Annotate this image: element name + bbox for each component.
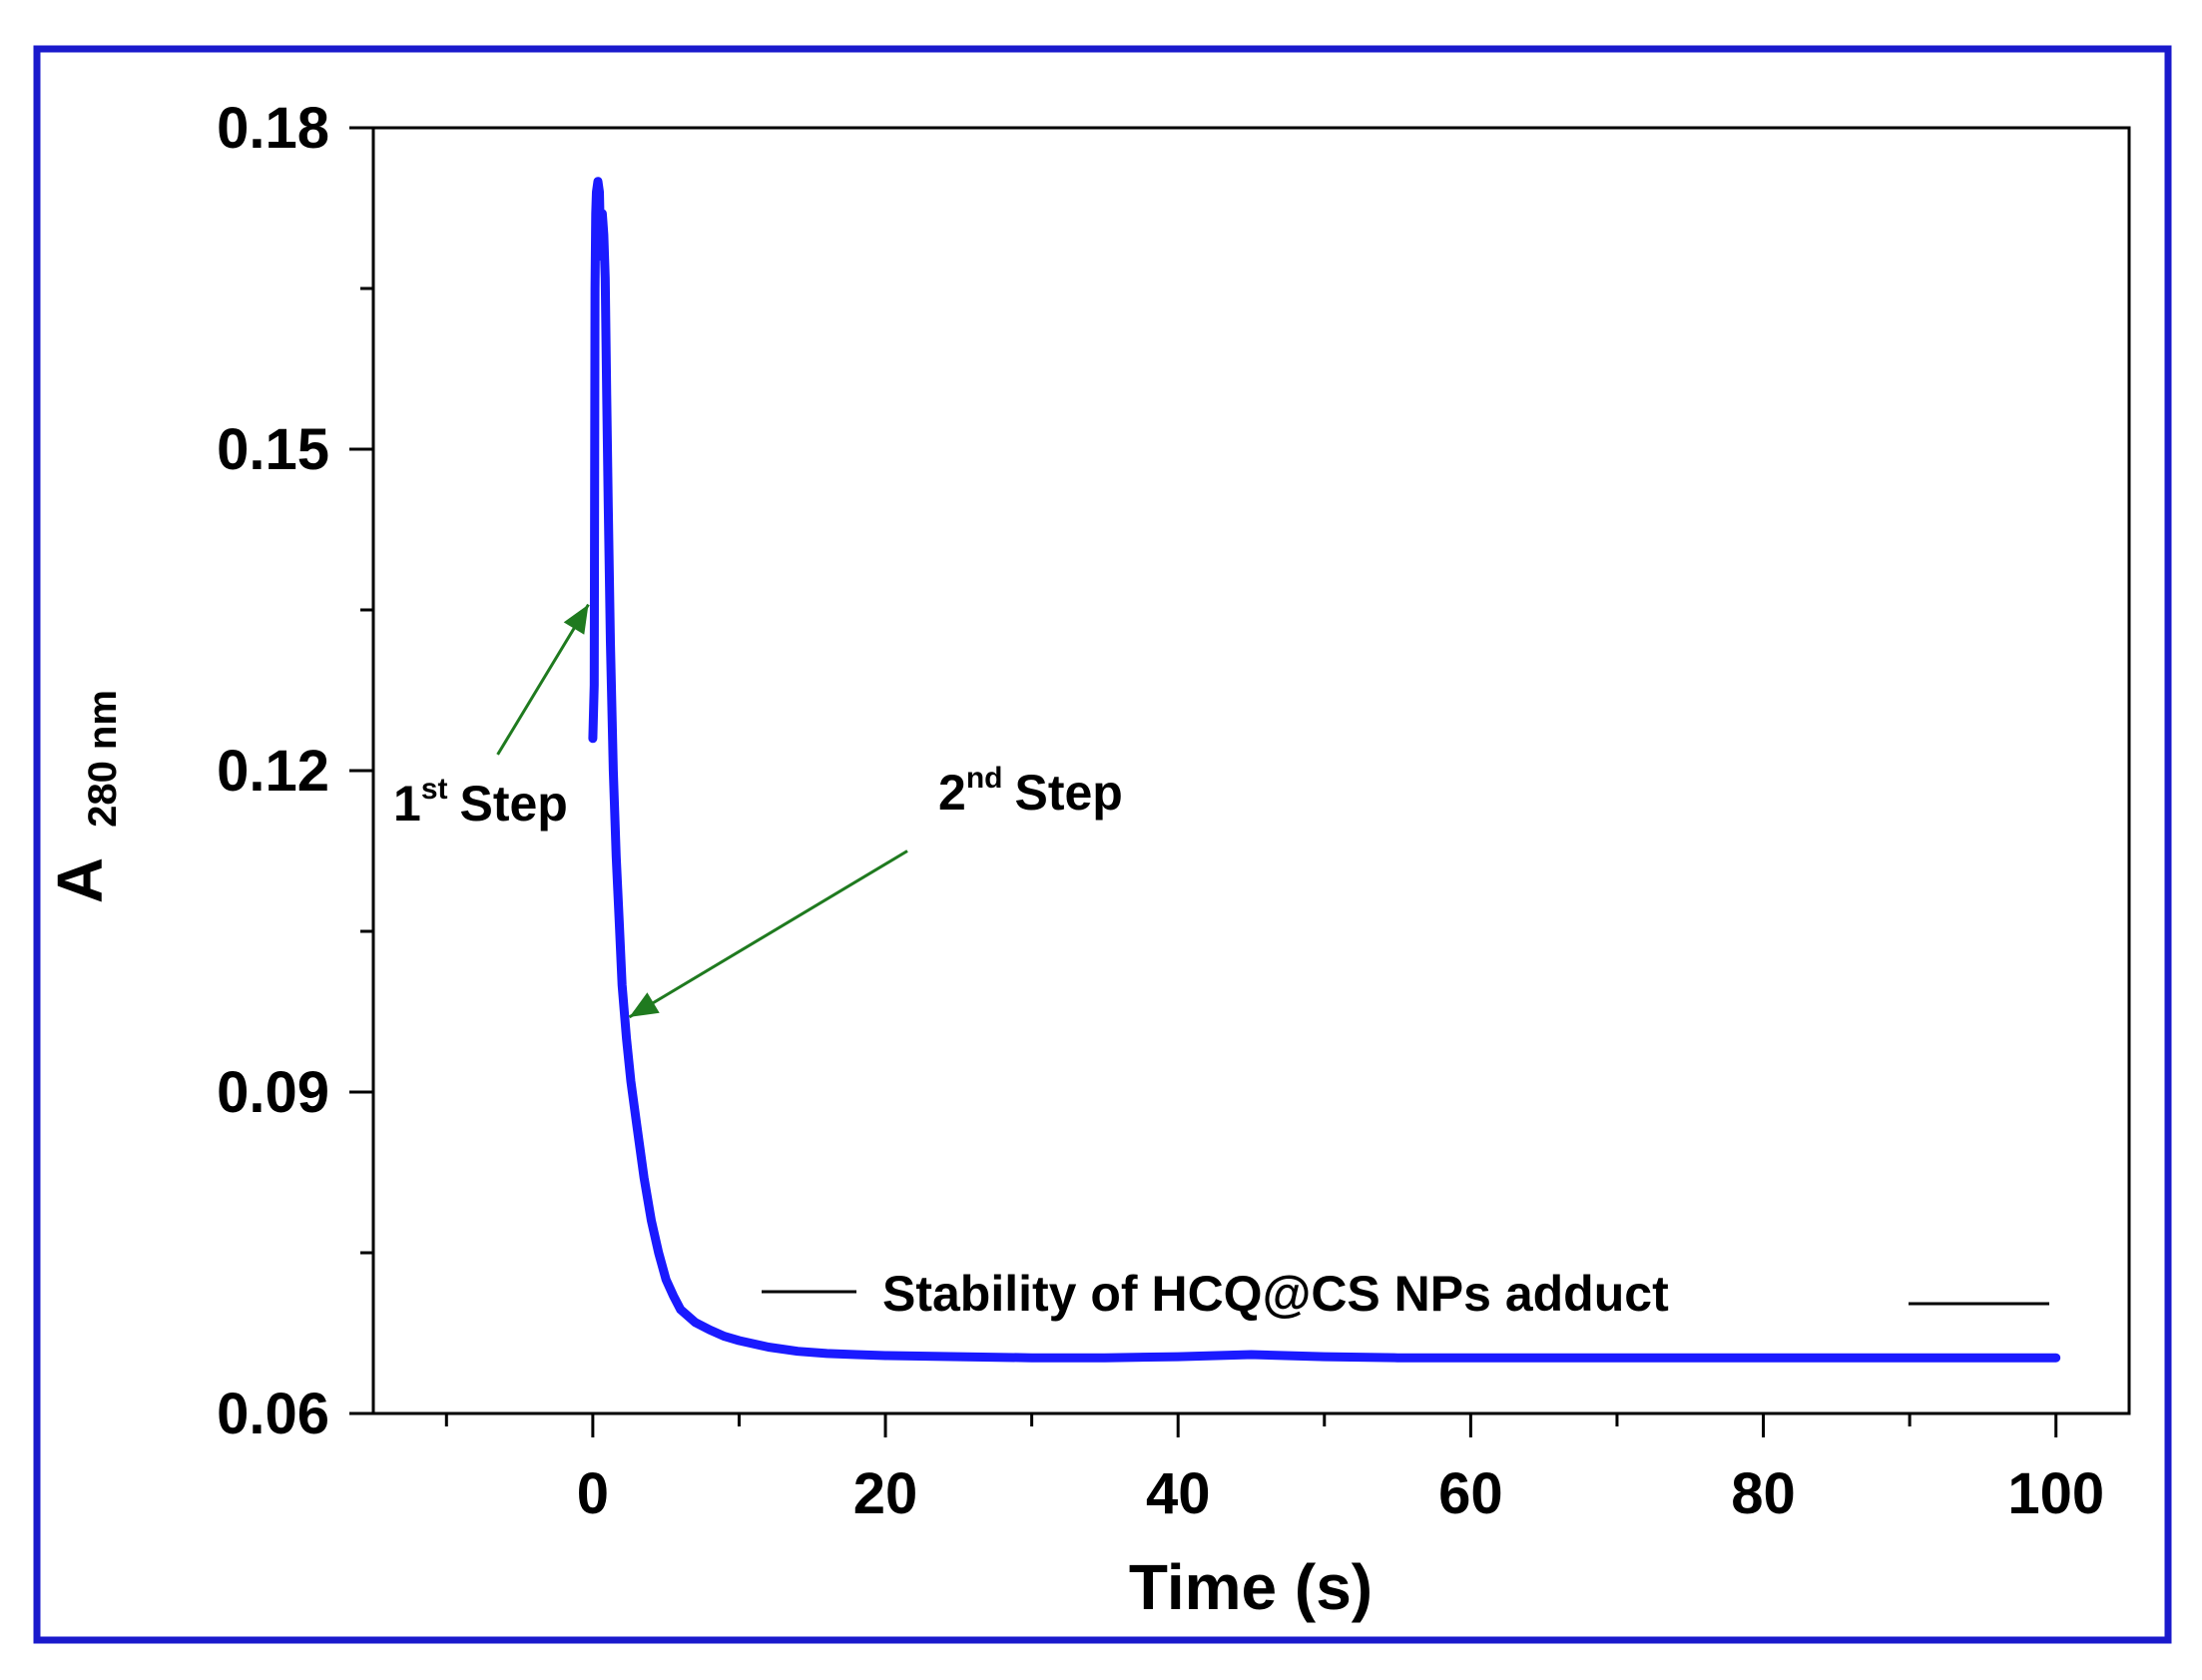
annotation-label: 2nd Step: [938, 762, 1123, 821]
y-axis-title-sub: 280 nm: [81, 690, 125, 828]
y-axis-title-main: A: [44, 857, 116, 903]
x-tick-label: 20: [853, 1461, 918, 1526]
ticks-layer: 0 20 40 60 80 100 0.06 0.09 0.12 0.15 0.18: [217, 96, 2104, 1526]
y-tick-label: 0.18: [217, 96, 329, 161]
x-tick-label: 60: [1438, 1461, 1503, 1526]
figure-border: [33, 45, 2172, 1644]
legend: Stability of HCQ@CS NPs adduct: [762, 1266, 2049, 1322]
y-tick-label: 0.09: [217, 1060, 329, 1125]
series-line: [588, 177, 2061, 1363]
annotation-step-word: Step: [460, 776, 568, 832]
annotation-arrow-shaft: [628, 849, 908, 1019]
annotation-step-word: Step: [1014, 765, 1122, 821]
annotations-layer: 1st Step 2nd Step: [393, 603, 1123, 1019]
annotation-number: 2: [938, 765, 966, 821]
x-tick-label: 80: [1731, 1461, 1796, 1526]
series-layer: [588, 177, 2061, 1363]
legend-label: Stability of HCQ@CS NPs adduct: [882, 1266, 1669, 1322]
annotation-arrow-shaft: [496, 603, 590, 756]
annotation-number: 1: [393, 776, 421, 832]
y-tick-label: 0.06: [217, 1382, 329, 1446]
annotation-arrow-head: [629, 992, 660, 1017]
annotation-arrow-head: [563, 604, 589, 635]
annotation-superscript: nd: [966, 762, 1003, 795]
x-axis-title: Time (s): [1129, 1551, 1373, 1623]
y-axis-title: A 280 nm: [44, 690, 125, 903]
y-tick-label: 0.12: [217, 739, 329, 804]
annotation-superscript: st: [421, 773, 448, 806]
annotation-label: 1st Step: [393, 773, 568, 832]
x-tick-label: 100: [2007, 1461, 2104, 1526]
y-tick-label: 0.15: [217, 417, 329, 482]
x-tick-label: 0: [577, 1461, 609, 1526]
x-tick-label: 40: [1146, 1461, 1211, 1526]
